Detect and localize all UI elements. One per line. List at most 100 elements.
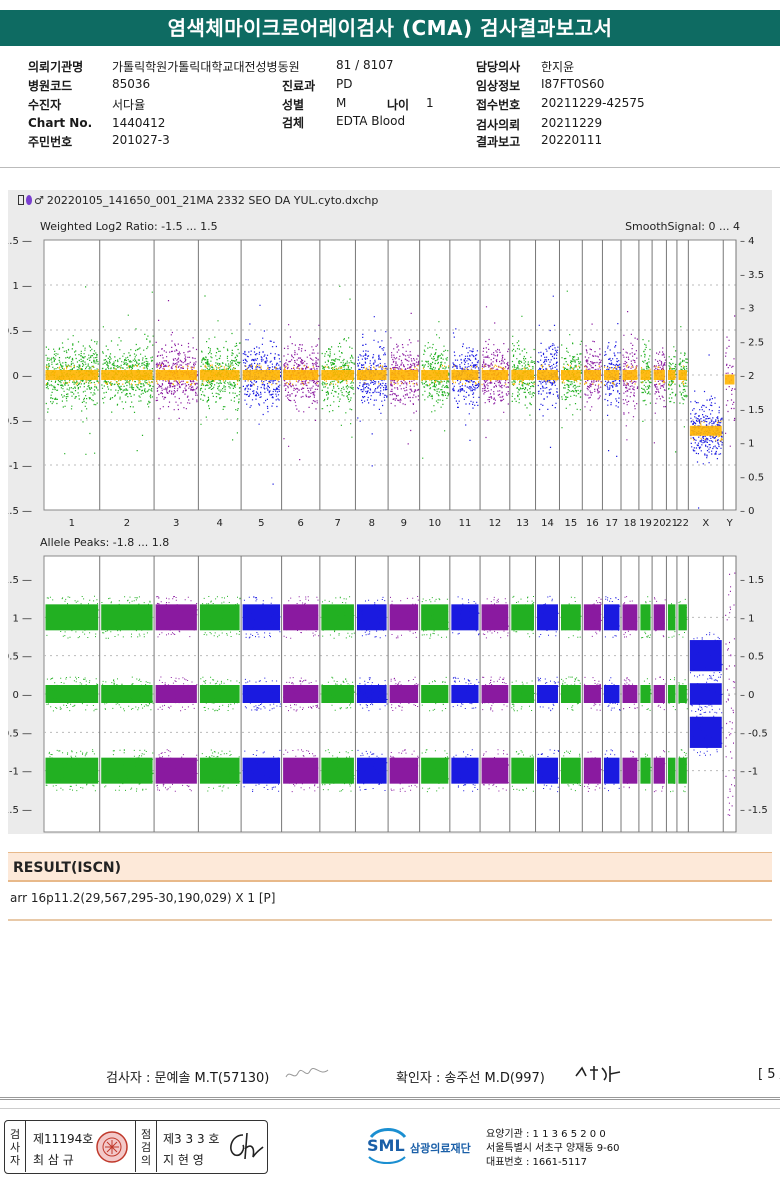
hospital-code-value: 85036 <box>112 77 151 91</box>
allele-peak-band <box>389 685 419 703</box>
allele-peak-points <box>654 676 666 711</box>
allele-peak-points <box>451 676 480 709</box>
chromosome-label: 3 <box>173 518 179 529</box>
sex-label: 성별 <box>282 98 305 112</box>
allele-peak-band <box>321 757 354 784</box>
allele-peak-band <box>481 685 509 703</box>
smooth-signal-noise <box>654 365 665 385</box>
allele-peak-band <box>481 757 509 784</box>
allele-peak-band <box>678 604 687 631</box>
smooth-signal-band <box>678 370 687 380</box>
allele-peak-points <box>482 596 509 639</box>
log2-ratio-points <box>199 295 241 441</box>
stamp-divider-3 <box>156 1121 157 1172</box>
smooth-signal-band <box>242 370 281 380</box>
allele-peak-band <box>537 685 558 703</box>
stamp-divider-2 <box>135 1121 136 1172</box>
smooth-signal-band <box>724 374 735 385</box>
allele-peak-points <box>678 679 688 710</box>
chromosome-label: 14 <box>541 518 554 529</box>
checker-license: 제3 3 3 호 <box>163 1132 220 1146</box>
smooth-signal-band <box>45 370 99 380</box>
allele-peak-band <box>421 757 449 784</box>
checker-signature-icon <box>230 1132 264 1160</box>
specimen-value: EDTA Blood <box>336 114 406 128</box>
allele-peak-band <box>101 604 153 631</box>
report-date-label: 결과보고 <box>476 135 521 149</box>
confirmer-text: 확인자 : 송주선 M.D(997) <box>396 1071 545 1086</box>
allele-peak-points <box>667 751 676 793</box>
inspector-name: 최 삼 규 <box>33 1153 74 1167</box>
allele-peak-band <box>242 757 281 784</box>
clinical-info-value: I87FT0S60 <box>541 77 605 91</box>
allele-peak-points <box>561 596 582 639</box>
sml-logo-icon <box>368 1128 407 1164</box>
smooth-signal-noise <box>512 365 535 386</box>
smooth-signal-band <box>667 370 676 380</box>
allele-peak-band <box>667 757 676 784</box>
bottom-left-tick: 1.5 — <box>8 575 32 586</box>
chromosome-label: 9 <box>401 518 407 529</box>
lab-info: 요양기관 : 1 1 3 6 5 2 0 0 서울특별시 서초구 양재동 9-6… <box>486 1128 619 1170</box>
allele-peak-points <box>604 677 621 711</box>
allele-peak-points <box>640 753 652 791</box>
allele-peak-band <box>511 757 535 784</box>
allele-peak-band <box>622 604 638 631</box>
allele-peak-points <box>243 749 281 792</box>
top-right-tick: – 4 <box>740 236 755 247</box>
allele-peak-points <box>584 676 602 711</box>
allele-peak-points <box>481 749 509 792</box>
chromosome-label: 7 <box>334 518 340 529</box>
sml-logo-text: SML <box>367 1136 405 1155</box>
allele-peak-points <box>201 595 241 638</box>
signature-divider <box>0 1097 780 1100</box>
examinee-value: 서다율 <box>112 98 146 112</box>
smooth-signal-noise <box>358 364 387 385</box>
chromosome-label: 11 <box>459 518 472 529</box>
result-heading: RESULT(ISCN) <box>8 852 772 882</box>
examinee-label: 수진자 <box>28 98 62 112</box>
smooth-signal-band <box>421 370 449 380</box>
top-right-tick: – 0.5 <box>740 472 764 483</box>
report-date-value: 20220111 <box>541 133 603 147</box>
allele-peak-points <box>511 680 535 712</box>
smooth-signal-band <box>451 370 479 380</box>
top-left-tick: 0 — <box>12 371 32 382</box>
allele-peak-band <box>155 757 197 784</box>
bottom-right-tick: – -1 <box>740 767 758 778</box>
allele-peak-band <box>283 604 319 631</box>
allele-peak-band <box>199 685 240 703</box>
bottom-left-tick: 0.5 — <box>8 652 32 663</box>
resident-no-value: 201027-3 <box>112 133 170 147</box>
allele-peak-band <box>678 757 687 784</box>
institution-value: 가톨릭학원가톨릭대학교대전성병동원 <box>112 60 300 74</box>
top-right-tick: – 0 <box>740 506 755 517</box>
chromosome-label: 1 <box>69 518 75 529</box>
request-date-label: 검사의뢰 <box>476 118 521 132</box>
chromosome-label: 6 <box>298 518 304 529</box>
doctor-value: 한지윤 <box>541 60 575 74</box>
allele-peak-band <box>667 604 676 631</box>
allele-peak-points <box>584 751 602 792</box>
confirmer-signature-icon <box>575 1066 621 1082</box>
department-value: PD <box>336 77 353 91</box>
allele-peak-points <box>283 596 320 639</box>
smooth-signal-band <box>603 370 620 380</box>
allele-peak-points <box>452 596 480 636</box>
allele-peak-band <box>356 757 387 784</box>
allele-peak-points <box>725 572 736 816</box>
allele-peak-band <box>667 685 676 703</box>
allele-peak-band <box>321 604 354 631</box>
allele-peak-points <box>102 676 154 712</box>
smooth-signal-band <box>622 370 638 380</box>
allele-peak-points <box>623 677 638 710</box>
allele-peak-points <box>584 597 602 637</box>
bottom-left-tick: 0 — <box>12 690 32 701</box>
smooth-signal-band <box>640 370 651 380</box>
smooth-signal-noise <box>45 365 99 386</box>
allele-peak-points <box>357 596 387 639</box>
doctor-label: 담당의사 <box>476 60 521 74</box>
smooth-signal-band <box>560 370 581 380</box>
allele-peak-points <box>668 603 676 638</box>
chart-no-value: 1440412 <box>112 116 166 130</box>
